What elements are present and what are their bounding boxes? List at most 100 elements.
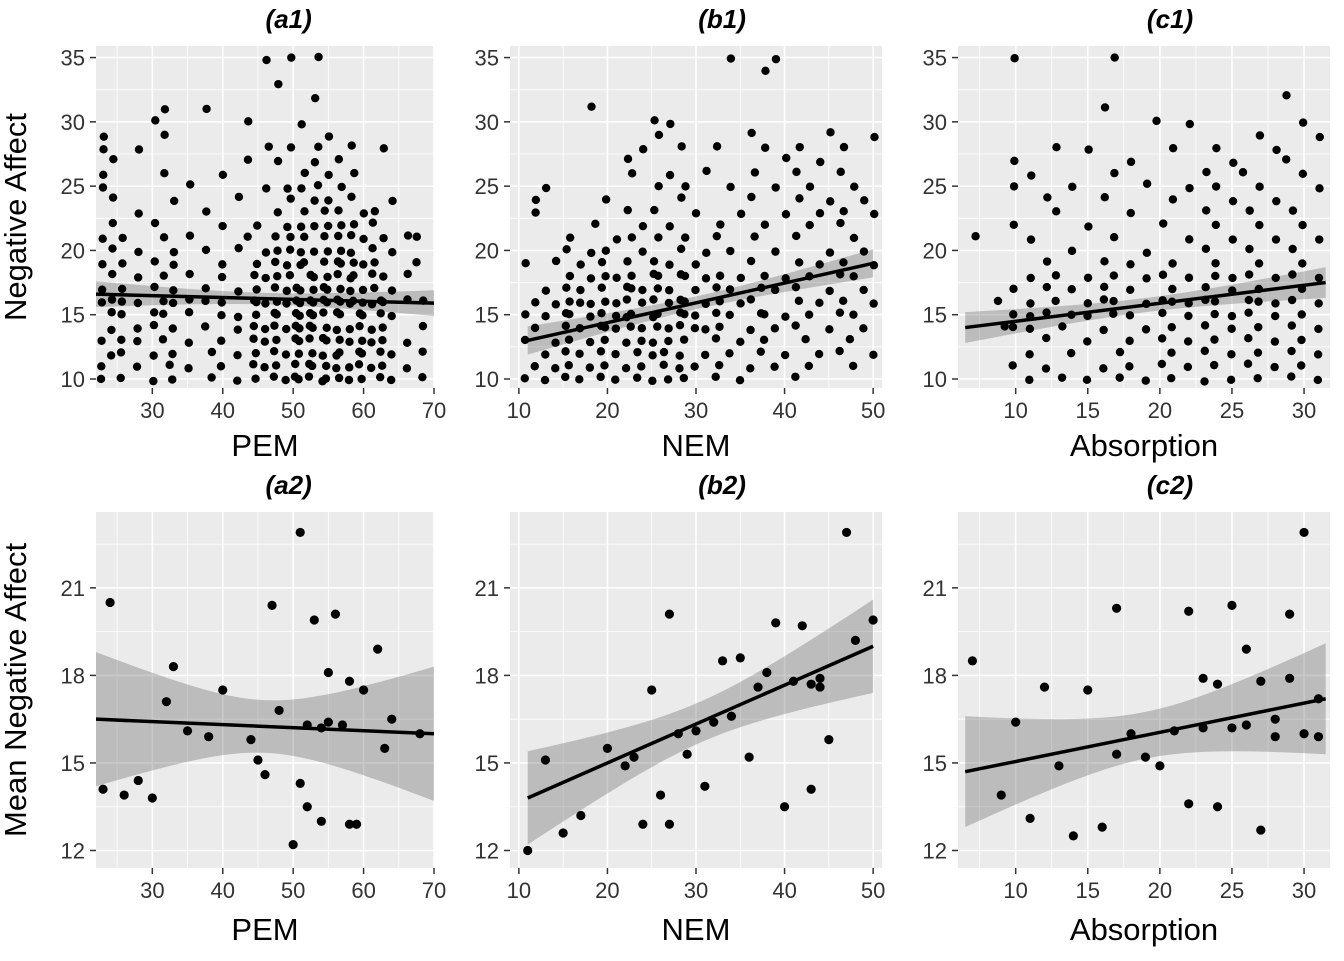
data-point xyxy=(691,285,700,295)
data-point xyxy=(1168,259,1177,268)
data-point xyxy=(794,296,804,306)
data-point xyxy=(207,373,216,382)
data-point xyxy=(286,143,296,152)
data-point xyxy=(217,272,227,282)
data-point xyxy=(700,781,710,791)
data-point xyxy=(576,260,585,269)
data-point xyxy=(218,221,227,231)
data-point xyxy=(1211,271,1220,281)
data-point xyxy=(611,311,621,321)
data-point xyxy=(1228,235,1237,244)
data-point xyxy=(358,285,368,295)
data-point xyxy=(261,299,270,308)
data-point xyxy=(1201,244,1211,254)
data-point xyxy=(1202,167,1211,177)
data-point xyxy=(334,206,343,215)
data-point xyxy=(1229,158,1238,168)
data-point xyxy=(612,235,622,244)
data-point xyxy=(387,286,397,295)
data-point xyxy=(184,364,193,373)
data-point xyxy=(541,286,551,295)
data-point xyxy=(666,119,675,129)
data-point xyxy=(551,300,561,309)
data-point xyxy=(1297,335,1306,345)
data-point xyxy=(322,336,331,345)
data-point xyxy=(712,142,722,151)
data-point xyxy=(243,232,252,241)
data-point xyxy=(771,183,780,192)
data-point xyxy=(294,375,303,384)
data-point xyxy=(1288,270,1297,279)
data-point xyxy=(653,271,663,280)
data-point xyxy=(262,184,271,193)
data-point xyxy=(680,309,689,319)
data-point xyxy=(314,142,323,151)
data-point xyxy=(1282,91,1291,100)
data-point xyxy=(760,143,770,152)
y-tick-label: 15 xyxy=(923,303,947,328)
data-point xyxy=(106,351,116,360)
data-point xyxy=(801,335,810,344)
data-point xyxy=(1184,273,1194,282)
data-point xyxy=(1244,270,1254,279)
data-point xyxy=(530,362,539,371)
data-point xyxy=(815,682,825,692)
data-point xyxy=(601,297,610,306)
data-point xyxy=(664,819,675,829)
data-point xyxy=(653,284,663,293)
data-point xyxy=(638,819,648,829)
data-point xyxy=(835,308,845,317)
data-point xyxy=(792,231,801,241)
data-point xyxy=(359,234,368,244)
data-point xyxy=(747,128,756,138)
data-point xyxy=(869,209,879,219)
data-point xyxy=(1026,273,1035,283)
data-point xyxy=(663,375,673,384)
data-point xyxy=(1254,322,1263,332)
data-point xyxy=(1058,322,1067,331)
data-point xyxy=(377,361,387,370)
data-point xyxy=(650,116,659,125)
data-point xyxy=(313,180,323,190)
data-point xyxy=(836,218,845,228)
data-point xyxy=(366,363,376,373)
data-point xyxy=(134,247,143,257)
data-point xyxy=(638,247,647,256)
data-point xyxy=(1185,235,1194,244)
data-point xyxy=(611,375,620,384)
data-point xyxy=(839,207,848,216)
data-point xyxy=(1110,168,1119,178)
data-point xyxy=(681,233,690,242)
data-point xyxy=(782,153,791,163)
data-point xyxy=(308,349,317,358)
data-point xyxy=(1200,346,1209,356)
data-point xyxy=(1142,179,1152,188)
data-point xyxy=(282,261,292,270)
data-point xyxy=(218,260,227,269)
data-point xyxy=(1270,311,1280,321)
data-point xyxy=(690,311,700,320)
data-point xyxy=(346,230,356,240)
data-point xyxy=(1285,609,1295,619)
data-point xyxy=(1315,132,1324,142)
data-point xyxy=(337,221,346,230)
data-point xyxy=(351,819,362,829)
data-point xyxy=(744,752,754,762)
data-point xyxy=(323,221,333,231)
data-point xyxy=(1026,299,1035,308)
data-point xyxy=(168,349,177,359)
data-point xyxy=(97,362,106,371)
x-tick-label: 10 xyxy=(507,878,531,903)
data-point xyxy=(750,232,759,241)
data-point xyxy=(217,311,226,320)
data-point xyxy=(1155,761,1165,771)
data-point xyxy=(243,155,253,164)
data-point xyxy=(1039,682,1050,692)
data-point xyxy=(1287,372,1296,381)
data-point xyxy=(771,54,781,64)
data-point xyxy=(868,615,878,625)
data-point xyxy=(562,245,571,254)
data-point xyxy=(234,243,243,253)
data-point xyxy=(1245,206,1254,215)
data-point xyxy=(575,298,585,307)
